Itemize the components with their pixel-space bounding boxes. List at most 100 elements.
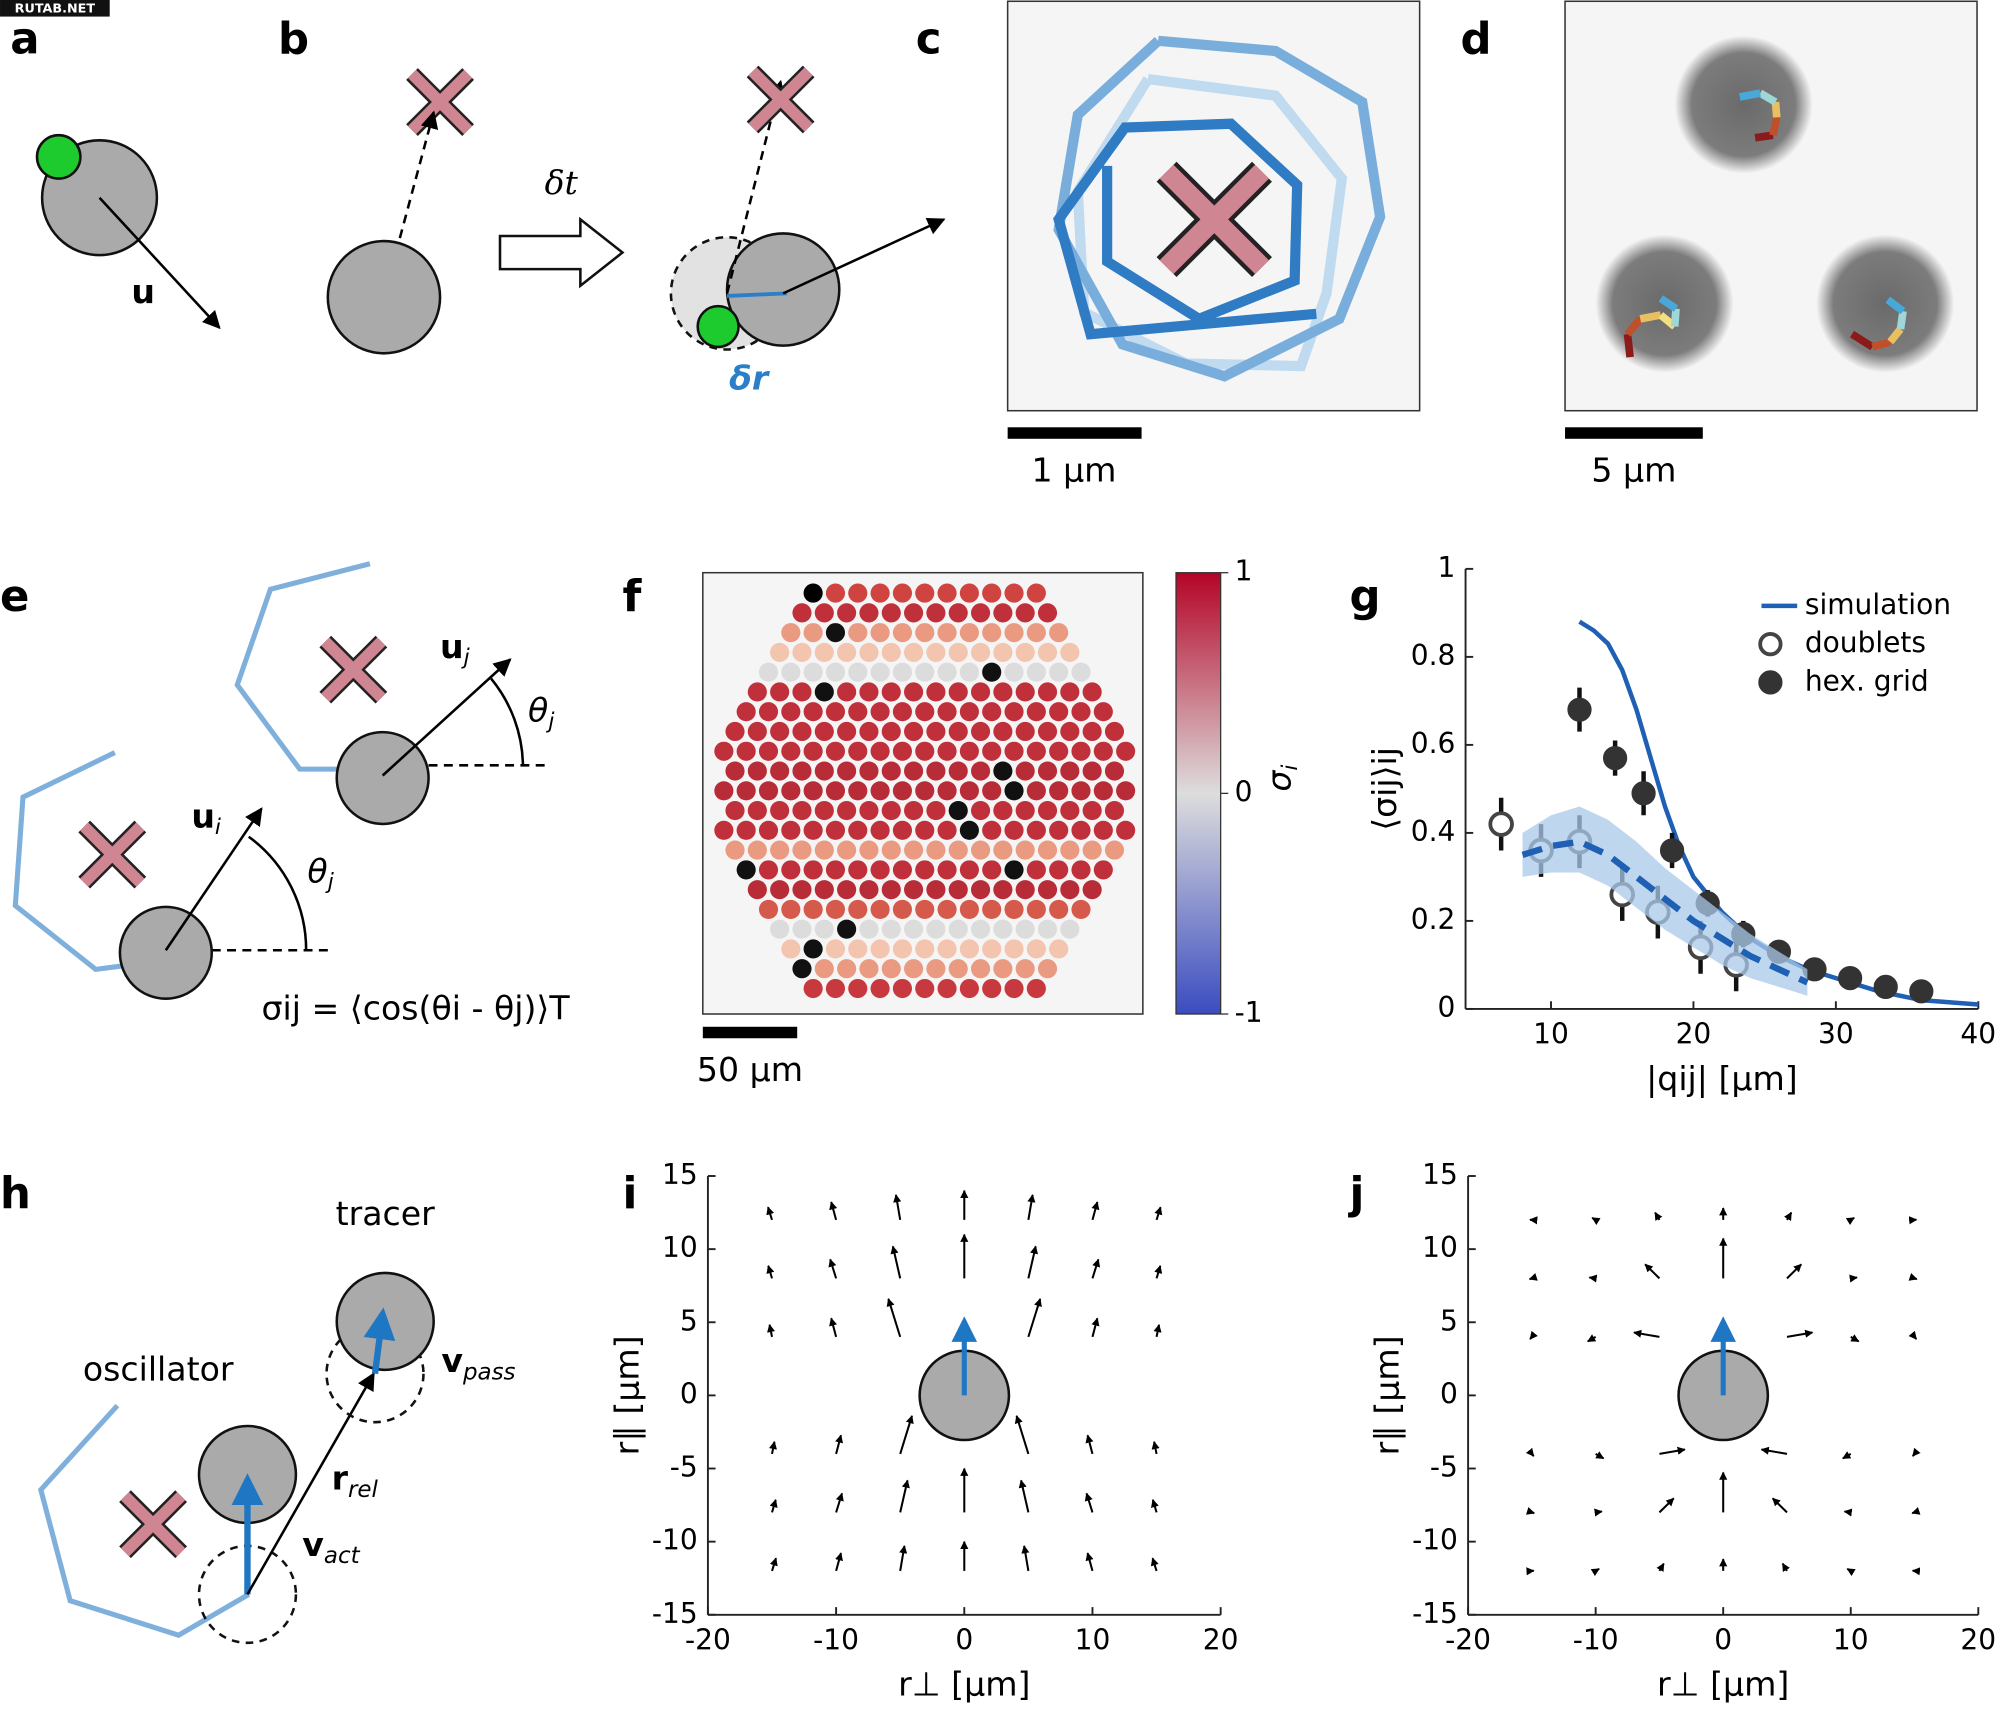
lattice-dot (725, 761, 745, 781)
lattice-dot (803, 899, 823, 919)
trajectories (1623, 89, 1907, 358)
dashed-arrow (725, 79, 786, 294)
panel-letter: g (1349, 572, 1380, 622)
lattice-dot (736, 741, 756, 761)
flow-arrow (1027, 1298, 1042, 1338)
lattice-dot (1015, 840, 1035, 860)
lattice-dot (781, 662, 801, 682)
lattice-dot (1049, 899, 1069, 919)
flow-arrow (1151, 1440, 1160, 1455)
flow-arrow (1908, 1330, 1918, 1340)
lattice-dot (1060, 761, 1080, 781)
lattice-dot (859, 682, 879, 702)
lattice-dot (993, 919, 1013, 939)
data-point (1659, 838, 1685, 863)
flow-arrow (1654, 1211, 1663, 1221)
lattice-dot (948, 801, 968, 821)
particle (725, 232, 841, 347)
scale-bar (1007, 427, 1142, 439)
lattice-dot (1026, 623, 1046, 643)
angle-arc (490, 677, 525, 766)
lattice-dot (825, 939, 846, 959)
lattice-dot (770, 801, 790, 821)
lattice-dot (959, 899, 979, 919)
lattice-dot (915, 702, 935, 722)
lattice-dot (848, 741, 868, 761)
flow-arrow (1018, 1479, 1030, 1513)
flow-arrow (1590, 1567, 1600, 1577)
flow-arrow (1091, 1201, 1100, 1221)
target (412, 74, 468, 130)
label: ui (191, 796, 221, 840)
lattice-dot (1049, 820, 1069, 840)
lattice-dot (747, 880, 767, 900)
lattice-dot (1116, 820, 1136, 840)
x-tick-label: 0 (1714, 1624, 1732, 1657)
panel-letter: d (1460, 15, 1491, 65)
lattice-dot (848, 781, 868, 801)
lattice-dot (1015, 721, 1035, 742)
y-tick-label: -10 (652, 1524, 698, 1557)
panel-letter: a (10, 15, 39, 65)
lattice-dot (948, 642, 968, 662)
lattice-dot (870, 662, 890, 682)
lattice-dot (859, 880, 879, 900)
scale-label: 1 µm (1031, 450, 1116, 489)
lattice-dot (1071, 741, 1091, 761)
lattice-dot (993, 642, 1013, 662)
lattice-dot (892, 781, 912, 801)
lattice-dot (781, 781, 801, 801)
lattice-dot (915, 583, 935, 603)
lattice-dot (781, 741, 801, 761)
lattice-dot (1049, 860, 1069, 880)
x-tick-label: 40 (1960, 1018, 1996, 1051)
lattice-dot (781, 702, 801, 722)
flow-arrow (1908, 1272, 1918, 1281)
flow-arrow (829, 1317, 838, 1338)
flow-arrow (768, 1440, 777, 1455)
lattice-dot (892, 978, 912, 999)
lattice-dot (915, 860, 935, 880)
lattice-dot (881, 682, 901, 702)
lattice-dot (870, 623, 890, 643)
lattice-dot (859, 721, 879, 742)
lattice-dot (982, 662, 1002, 682)
lattice-dot (758, 899, 779, 919)
lattice-dot (837, 959, 857, 979)
lattice-dot (825, 978, 846, 999)
tracer-dot (696, 304, 740, 349)
hex-grid (714, 583, 1136, 999)
label: vact (302, 1524, 360, 1568)
lattice-dot (892, 662, 912, 682)
lattice-dot (1004, 623, 1024, 643)
lattice-dot (904, 642, 924, 662)
lattice-dot (825, 899, 846, 919)
lattice-dot (870, 702, 890, 722)
lattice-dot (1071, 860, 1091, 880)
lattice-dot (959, 939, 979, 959)
lattice-dot (892, 702, 912, 722)
lattice-dot (1026, 860, 1046, 880)
lattice-dot (993, 721, 1013, 742)
flow-arrow (835, 1552, 843, 1572)
x-tick-label: 10 (1533, 1018, 1569, 1051)
panel-letter: h (0, 1169, 31, 1219)
lattice-dot (781, 899, 801, 919)
lattice-dot (937, 820, 957, 840)
lattice-dot (959, 741, 979, 761)
flow-arrow (1842, 1451, 1852, 1460)
lattice-dot (859, 959, 879, 979)
lattice-dot (970, 959, 991, 979)
lattice-dot (915, 820, 935, 840)
lattice-dot (725, 801, 745, 821)
lattice-dot (926, 642, 946, 662)
flow-arrow (769, 1557, 778, 1572)
y-tick-label: 0.4 (1411, 815, 1456, 848)
flow-arrow (769, 1499, 778, 1513)
target (325, 642, 381, 698)
flow-arrow (899, 1479, 910, 1513)
flow-arrow (1595, 1451, 1605, 1460)
lattice-dot (959, 702, 979, 722)
lattice-dot (904, 682, 924, 702)
lattice-dot (970, 642, 991, 662)
